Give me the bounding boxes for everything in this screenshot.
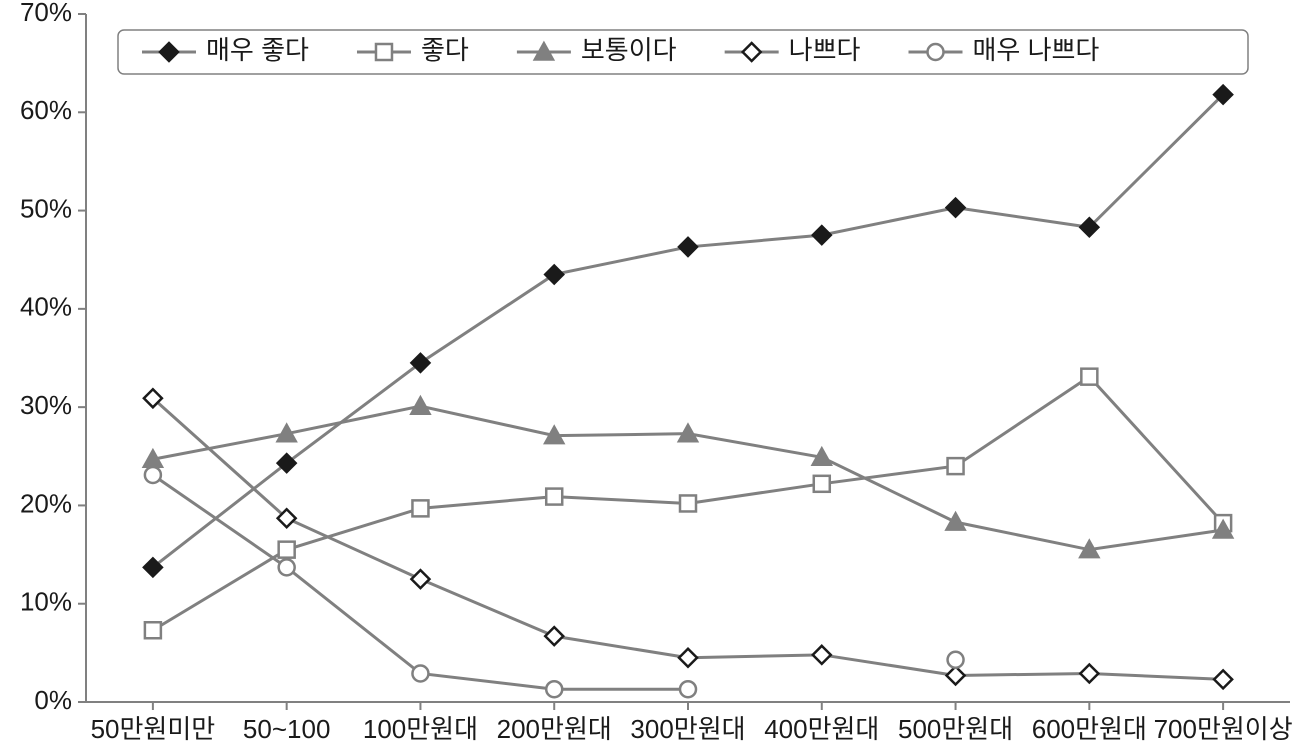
legend: 매우 좋다 좋다 보통이다 나쁘다 매우 나쁘다 — [118, 30, 1248, 74]
x-tick-label: 700만원이상 — [1154, 714, 1293, 744]
x-tick-label: 400만원대 — [764, 714, 879, 744]
line-chart: 0% 10% 20% 30% 40% 50% 60% 70% 50만원미만 50~100 100만원… — [0, 0, 1299, 756]
legend-label: 좋다 — [421, 35, 469, 65]
x-tick-label: 50만원미만 — [91, 714, 216, 744]
y-tick-label: 40% — [20, 292, 72, 322]
y-tick-label: 10% — [20, 587, 72, 617]
y-tick-label: 70% — [20, 0, 72, 27]
y-tick-label: 50% — [20, 193, 72, 223]
x-tick-label: 200만원대 — [497, 714, 612, 744]
chart-svg: 0% 10% 20% 30% 40% 50% 60% 70% 50만원미만 50~100 100만원… — [0, 0, 1299, 756]
legend-label: 나쁘다 — [789, 35, 861, 65]
y-tick-label: 60% — [20, 95, 72, 125]
legend-label: 매우 나쁘다 — [973, 35, 1100, 65]
x-tick-label: 50~100 — [243, 714, 330, 744]
legend-label: 매우 좋다 — [206, 35, 309, 65]
x-tick-label: 500만원대 — [898, 714, 1013, 744]
x-tick-label: 600만원대 — [1032, 714, 1147, 744]
x-tick-label: 100만원대 — [363, 714, 478, 744]
y-tick-label: 0% — [34, 685, 72, 715]
y-tick-label: 20% — [20, 488, 72, 518]
legend-label: 보통이다 — [581, 35, 677, 65]
y-tick-label: 30% — [20, 390, 72, 420]
x-tick-label: 300만원대 — [630, 714, 745, 744]
